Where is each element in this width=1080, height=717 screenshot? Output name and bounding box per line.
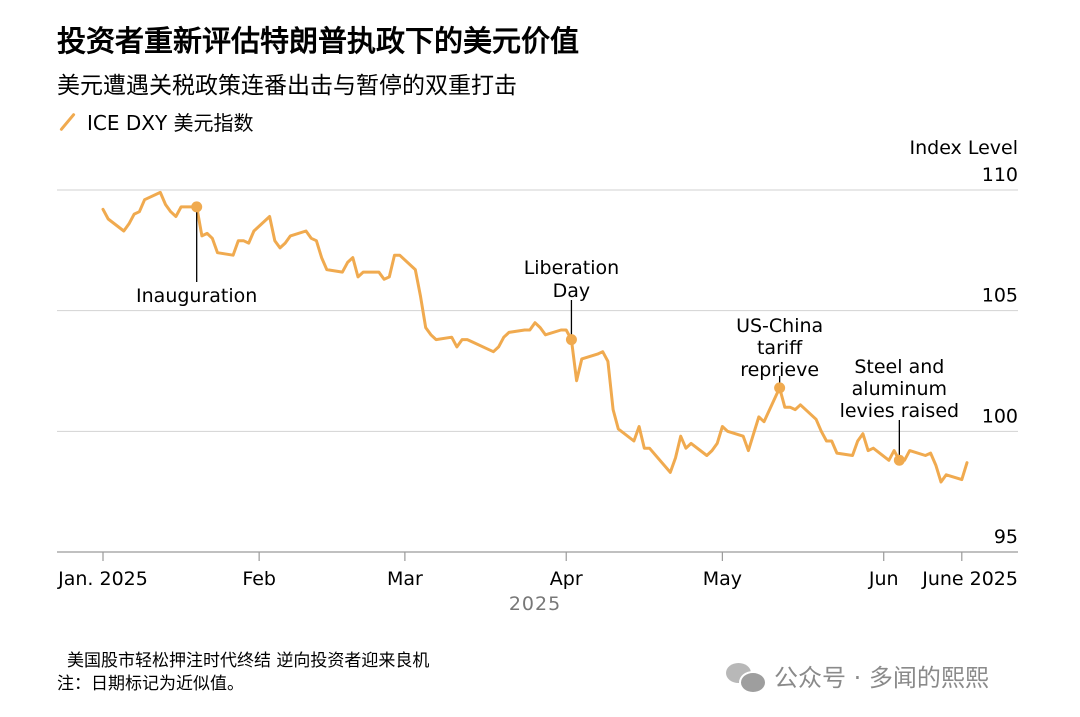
annotation-label: tariff xyxy=(757,337,803,359)
annotation-label: levies raised xyxy=(840,400,960,422)
x-tick-label: Mar xyxy=(387,568,423,590)
legend-label: ICE DXY 美元指数 xyxy=(87,111,254,135)
chart-title: 投资者重新评估特朗普执政下的美元价值 xyxy=(57,24,580,58)
line-chart: 95 100 105 110 Jan. 2025 Feb Mar Apr May Jun June… xyxy=(57,164,1018,615)
watermark: 公众号 · 多闻的熙熙 xyxy=(726,658,989,694)
y-tick-label: 105 xyxy=(982,285,1018,307)
y-tick-label: 100 xyxy=(982,405,1018,427)
chart-legend: ICE DXY 美元指数 xyxy=(57,107,254,136)
x-axis-title: 2025 xyxy=(509,593,561,615)
annotation-label: Liberation xyxy=(524,257,619,279)
annotation-label: US-China xyxy=(736,315,823,337)
annotation-marker xyxy=(191,201,203,213)
y-tick-label: 95 xyxy=(994,526,1018,548)
y-axis-unit-label: Index Level xyxy=(909,137,1019,159)
x-tick-label: Apr xyxy=(550,568,583,590)
x-tick-label: May xyxy=(703,568,742,590)
y-tick-label: 110 xyxy=(982,164,1018,186)
annotation-label: aluminum xyxy=(852,378,947,400)
annotation-label: Day xyxy=(553,280,591,302)
series-line xyxy=(101,190,969,484)
chart-subtitle: 美元遭遇关税政策连番出击与暂停的双重打击 xyxy=(57,73,517,99)
annotation-label: Inauguration xyxy=(136,285,257,307)
x-tick-label: Feb xyxy=(242,568,276,590)
x-tick-label: June 2025 xyxy=(921,568,1018,590)
annotation-marker xyxy=(893,454,905,466)
wechat-icon xyxy=(726,661,767,694)
gridlines xyxy=(57,189,1018,553)
annotation-marker xyxy=(565,334,577,346)
x-tick-label: Jan. 2025 xyxy=(57,568,148,590)
annotation-label: reprieve xyxy=(740,359,819,381)
watermark-text: 公众号 · 多闻的熙熙 xyxy=(774,664,989,692)
annotation-marker xyxy=(774,382,786,394)
annotation-label: Steel and xyxy=(854,356,944,378)
x-axis: Jan. 2025 Feb Mar Apr May Jun June 2025 xyxy=(57,552,1018,590)
series-layer xyxy=(101,190,969,484)
footer: 美国股市轻松押注时代终结 逆向投资者迎来良机 注：日期标记为近似值。 xyxy=(57,650,429,696)
date-note: 注：日期标记为近似值。 xyxy=(57,674,244,694)
x-tick-label: Jun xyxy=(868,568,899,590)
source-note: 美国股市轻松押注时代终结 逆向投资者迎来良机 xyxy=(67,651,430,671)
y-tick-labels: 95 100 105 110 xyxy=(982,164,1018,548)
